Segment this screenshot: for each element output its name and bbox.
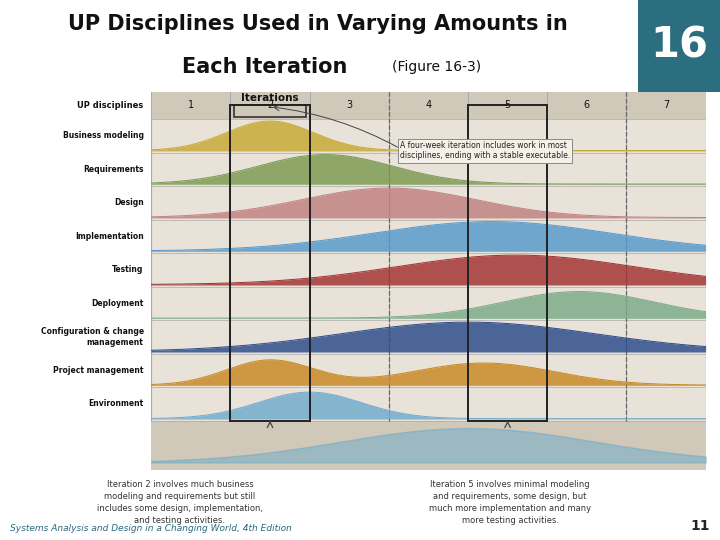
Text: 7: 7 xyxy=(663,100,669,110)
Text: Configuration & change
management: Configuration & change management xyxy=(40,327,143,347)
Text: (Figure 16-3): (Figure 16-3) xyxy=(392,60,481,74)
Text: A four-week iteration includes work in most
disciplines, ending with a stable ex: A four-week iteration includes work in m… xyxy=(400,141,570,160)
Text: Systems Analysis and Design in a Changing World, 4th Edition: Systems Analysis and Design in a Changin… xyxy=(10,524,292,532)
Bar xyxy=(151,92,706,119)
Text: 3: 3 xyxy=(346,100,352,110)
Bar xyxy=(151,421,706,470)
Text: UP disciplines: UP disciplines xyxy=(77,101,143,110)
Text: 2: 2 xyxy=(267,100,273,110)
Bar xyxy=(468,105,547,421)
Text: 1: 1 xyxy=(188,100,194,110)
Text: 11: 11 xyxy=(690,519,710,532)
Text: 5: 5 xyxy=(505,100,510,110)
Text: Testing: Testing xyxy=(112,265,143,274)
Text: Environment: Environment xyxy=(89,400,143,408)
Text: Iteration 5 involves minimal modeling
and requirements, some design, but
much mo: Iteration 5 involves minimal modeling an… xyxy=(429,480,591,525)
Bar xyxy=(230,105,310,421)
Bar xyxy=(638,0,720,92)
Text: 16: 16 xyxy=(650,25,708,67)
Text: 4: 4 xyxy=(426,100,431,110)
Text: Iteration 2 involves much business
modeling and requirements but still
includes : Iteration 2 involves much business model… xyxy=(97,480,263,525)
Text: Each Iteration: Each Iteration xyxy=(182,57,348,77)
Text: Business modeling: Business modeling xyxy=(63,131,143,140)
Text: Iterations: Iterations xyxy=(241,93,299,103)
Text: Requirements: Requirements xyxy=(83,165,143,174)
Text: Implementation: Implementation xyxy=(75,232,143,241)
Text: UP Disciplines Used in Varying Amounts in: UP Disciplines Used in Varying Amounts i… xyxy=(68,14,568,34)
Text: Design: Design xyxy=(114,198,143,207)
Text: Deployment: Deployment xyxy=(91,299,143,308)
Bar xyxy=(235,105,306,117)
Text: Project management: Project management xyxy=(53,366,143,375)
Text: 6: 6 xyxy=(584,100,590,110)
